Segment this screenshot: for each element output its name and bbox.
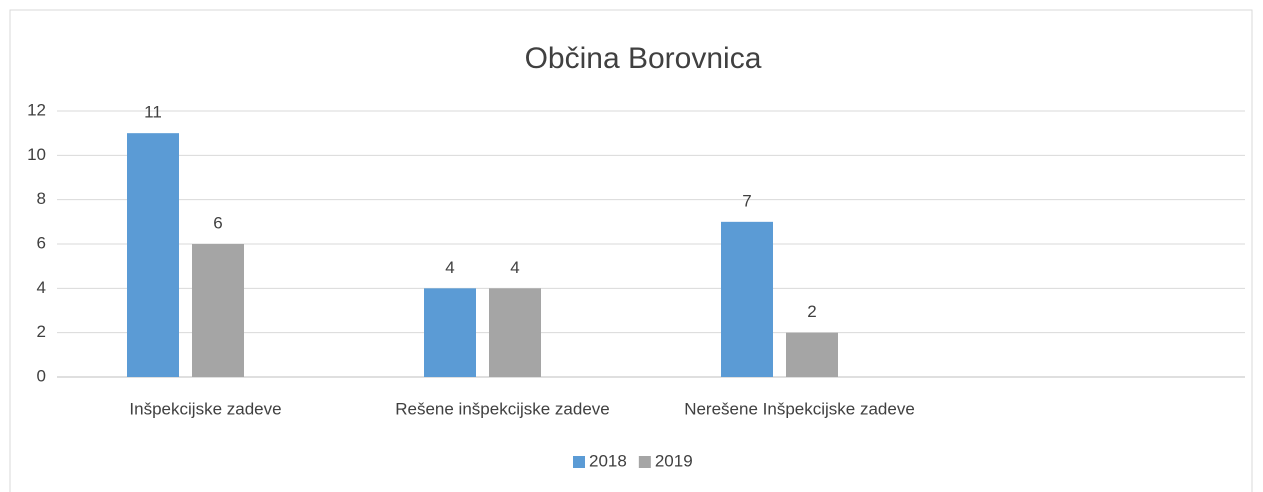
bar (489, 288, 541, 377)
y-tick-label: 12 (27, 100, 46, 119)
data-label: 2 (807, 302, 816, 321)
y-tick-label: 2 (37, 322, 46, 341)
legend-swatch (573, 456, 585, 468)
data-label: 11 (144, 103, 162, 122)
y-tick-label: 6 (37, 233, 46, 252)
legend-label: 2019 (655, 451, 693, 470)
bar (424, 288, 476, 377)
data-label: 7 (742, 191, 751, 210)
y-tick-label: 8 (37, 189, 46, 208)
bar (127, 133, 179, 377)
legend-swatch (638, 456, 651, 468)
bar (192, 244, 244, 377)
chart-title: Občina Borovnica (525, 42, 762, 75)
y-tick-label: 4 (37, 278, 46, 297)
y-tick-label: 0 (37, 366, 46, 385)
bar (786, 332, 838, 377)
x-tick-label: Inšpekcijske zadeve (129, 399, 281, 418)
data-label: 4 (445, 258, 454, 277)
x-tick-label: Rešene inšpekcijske zadeve (395, 399, 610, 418)
bar (721, 221, 773, 377)
y-tick-label: 10 (27, 145, 46, 164)
data-label: 6 (213, 213, 222, 232)
x-tick-label: Nerešene Inšpekcijske zadeve (684, 399, 915, 418)
data-label: 4 (510, 258, 519, 277)
legend-label: 2018 (589, 451, 627, 470)
